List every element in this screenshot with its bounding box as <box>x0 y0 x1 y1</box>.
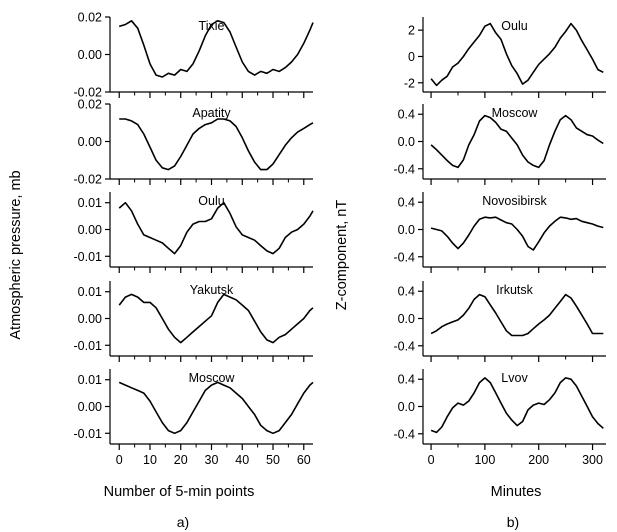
panel-a-yakutsk-y-tick-label: 0.00 <box>78 312 102 326</box>
panel-b-oulu-series-line <box>430 22 604 87</box>
panel-a-apatity-y-tick-label: -0.02 <box>74 173 103 187</box>
panel-a-tixie-y-tick-label: 0.00 <box>78 48 102 62</box>
panel-b-lvov-y-tick-label: -0.4 <box>393 427 415 441</box>
panel-a-tixie-series-line <box>118 20 314 78</box>
panel-a-moscow-x-tick-label: 50 <box>266 453 280 467</box>
panel-b-novosibirsk-y-tick-label: -0.4 <box>393 250 415 264</box>
panel-a-apatity-series-line <box>119 118 314 171</box>
panel-a-oulu-series-line <box>118 201 314 255</box>
panel-a-moscow-y-tick-label: 0.01 <box>78 373 102 387</box>
panel-a-tixie-y-tick-label: 0.02 <box>78 11 102 25</box>
panel-a-yakutsk-y-tick-label: -0.01 <box>74 339 103 353</box>
panel-a-moscow-x-tick-label: 40 <box>235 453 249 467</box>
panel-a-moscow-y-tick-label: 0.00 <box>78 400 102 414</box>
panel-b-moscow-station-label: Moscow <box>492 106 539 120</box>
right-panel-label: b) <box>507 514 519 530</box>
panel-a-tixie-station-label: Tixie <box>199 19 225 33</box>
panel-a-tixie-y-tick-label: -0.02 <box>74 86 103 100</box>
right-x-axis-label: Minutes <box>491 484 542 500</box>
panel-a-oulu-y-tick-label: 0.00 <box>78 223 102 237</box>
panel-b-irkutsk-y-tick-label: -0.4 <box>393 339 415 353</box>
panel-b-oulu-y-tick-label: 0 <box>408 50 415 64</box>
panel-b-lvov-x-tick-label: 0 <box>428 453 435 467</box>
panel-a-yakutsk-series-line <box>118 293 314 344</box>
panel-b-moscow-y-tick-label: -0.4 <box>393 162 415 176</box>
panel-a-moscow-x-tick-label: 60 <box>297 453 311 467</box>
panel-b-lvov-y-tick-label: 0.4 <box>398 373 415 387</box>
panel-b-moscow-y-tick-label: 0.4 <box>398 108 415 122</box>
panel-a-apatity-y-tick-label: 0.00 <box>78 135 102 149</box>
panel-a-yakutsk-y-tick-label: 0.01 <box>78 285 102 299</box>
panel-a-oulu-y-tick-label: 0.01 <box>78 196 102 210</box>
panel-b-lvov-station-label: Lvov <box>501 371 528 385</box>
right-y-axis-label: Z-component, nT <box>334 200 350 311</box>
panel-a-apatity-station-label: Apatity <box>192 106 231 120</box>
panel-a-apatity-y-tick-label: 0.02 <box>78 98 102 112</box>
panel-b-lvov-x-tick-label: 300 <box>582 453 603 467</box>
panel-b-irkutsk-series-line <box>430 293 604 337</box>
panel-b-irkutsk-y-tick-label: 0.4 <box>398 285 415 299</box>
panel-b-lvov-x-tick-label: 100 <box>474 453 495 467</box>
panel-a-moscow-y-tick-label: -0.01 <box>74 427 103 441</box>
panel-b-moscow-series-line <box>430 114 604 169</box>
panel-a-moscow-x-tick-label: 0 <box>116 453 123 467</box>
panel-b-irkutsk-station-label: Irkutsk <box>496 283 534 297</box>
panel-a-oulu-y-tick-label: -0.01 <box>74 250 103 264</box>
panel-a-moscow-station-label: Moscow <box>189 371 236 385</box>
panel-a-moscow-x-tick-label: 10 <box>143 453 157 467</box>
panel-b-oulu-y-tick-label: -2 <box>404 76 415 90</box>
left-y-axis-label: Atmospheric pressure, mb <box>8 170 24 339</box>
panel-a-moscow-x-tick-label: 20 <box>174 453 188 467</box>
panel-b-novosibirsk-y-tick-label: 0.0 <box>398 223 415 237</box>
panel-a-moscow-series-line <box>118 381 314 435</box>
panel-b-irkutsk-y-tick-label: 0.0 <box>398 312 415 326</box>
panel-b-lvov-series-line <box>430 377 604 434</box>
panel-a-moscow-x-tick-label: 30 <box>205 453 219 467</box>
panel-a-yakutsk-station-label: Yakutsk <box>190 283 234 297</box>
left-x-axis-label: Number of 5-min points <box>104 484 255 500</box>
panel-b-novosibirsk-series-line <box>430 216 604 251</box>
panel-b-lvov-x-tick-label: 200 <box>528 453 549 467</box>
panel-b-novosibirsk-y-tick-label: 0.4 <box>398 196 415 210</box>
panel-b-lvov-y-tick-label: 0.0 <box>398 400 415 414</box>
panel-a-oulu-station-label: Oulu <box>198 194 224 208</box>
panel-b-novosibirsk-station-label: Novosibirsk <box>482 194 547 208</box>
panel-b-oulu-y-tick-label: 2 <box>408 24 415 38</box>
panel-b-moscow-y-tick-label: 0.0 <box>398 135 415 149</box>
left-panel-label: a) <box>177 514 189 530</box>
panel-b-oulu-station-label: Oulu <box>501 19 527 33</box>
